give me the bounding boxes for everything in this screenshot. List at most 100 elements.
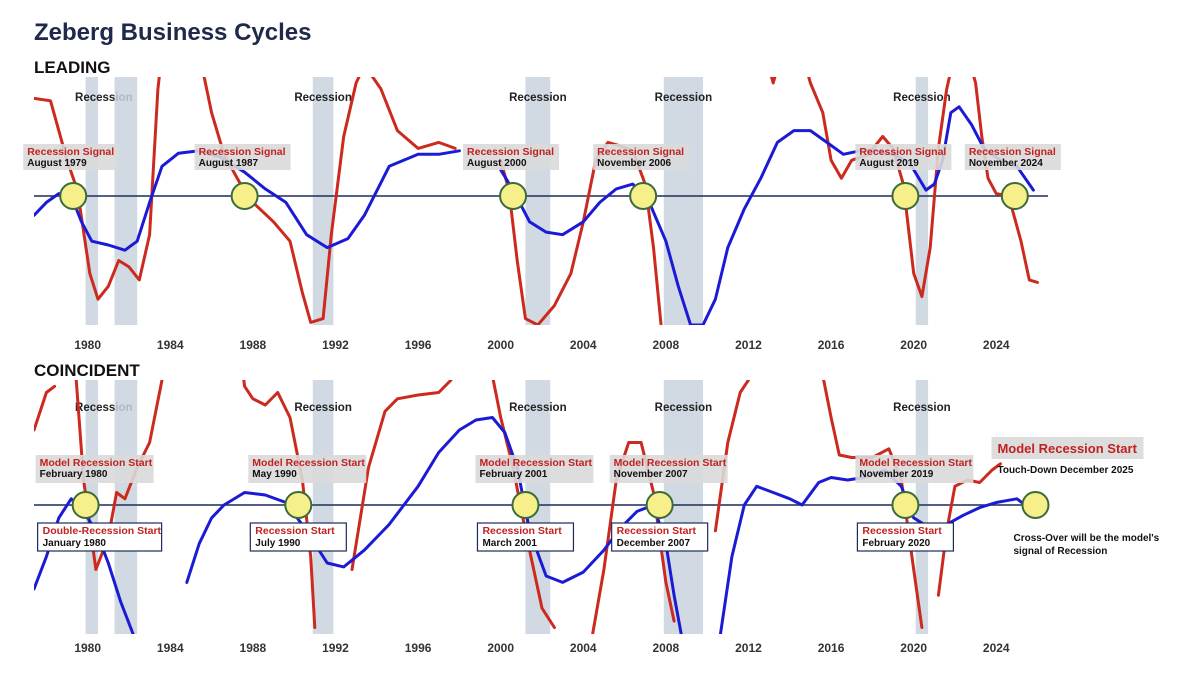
x-tick-label: 2024 [983, 641, 1010, 655]
signal-label-box [593, 144, 690, 170]
recession-label: Recession [655, 92, 713, 104]
model-start-date: November 2007 [614, 469, 688, 480]
model-start-box [609, 455, 728, 483]
coincident-blue-line [718, 468, 1027, 634]
signal-date: August 2019 [859, 158, 919, 169]
x-tick-label: 2000 [487, 338, 514, 352]
recession-band [114, 77, 138, 325]
recession-start-box [856, 522, 954, 552]
x-tick-label: 1980 [74, 338, 101, 352]
x-tick-label: 1988 [240, 641, 267, 655]
coincident-red-line [713, 380, 751, 533]
model-start-title: Model Recession Start [252, 457, 365, 469]
model-start-box [248, 455, 367, 483]
recession-start-title: Double-Recession Start [43, 525, 162, 537]
x-tick-label: 2020 [900, 641, 927, 655]
x-tick-label: 2012 [735, 338, 762, 352]
model-start-box [991, 437, 1144, 459]
leading-blue-line [499, 105, 1035, 325]
signal-marker [1000, 182, 1029, 210]
signal-marker [511, 491, 540, 519]
recession-band [915, 380, 929, 634]
x-tick-label: 1992 [322, 641, 349, 655]
crossover-note: Cross-Over will be the model's [1013, 533, 1159, 544]
leading-red-line [34, 77, 161, 301]
signal-title: Recession Signal [199, 146, 286, 158]
signal-date: November 2006 [597, 158, 671, 169]
x-tick-label: 2008 [653, 641, 680, 655]
signal-date: November 2024 [969, 158, 1043, 169]
recession-band [114, 380, 138, 634]
recession-label: Recession [509, 402, 567, 414]
x-tick-label: 2012 [735, 641, 762, 655]
model-start-title: Model Recession Start [479, 457, 592, 469]
model-start-box [35, 455, 154, 483]
signal-marker [891, 491, 920, 519]
model-start-title: Model Recession Start [859, 457, 972, 469]
signal-marker [230, 182, 259, 210]
x-tick-label: 2016 [818, 641, 845, 655]
coincident-red-line [242, 380, 317, 629]
signal-title: Recession Signal [597, 146, 684, 158]
recession-label: Recession [294, 92, 352, 104]
x-tick-label: 2004 [570, 338, 597, 352]
recession-label: Recession [294, 402, 352, 414]
recession-band [663, 77, 704, 325]
leading-red-line [972, 77, 1039, 284]
recession-band [312, 380, 334, 634]
model-start-box [855, 455, 974, 483]
recession-start-box [37, 522, 163, 552]
recession-label: Recession [893, 92, 951, 104]
leading-red-line [769, 77, 777, 85]
signal-marker [71, 491, 100, 519]
recession-start-box [611, 522, 709, 552]
signal-marker [891, 182, 920, 210]
signal-label-box [23, 144, 120, 170]
recession-label: Recession [655, 402, 713, 414]
recession-start-box [249, 522, 347, 552]
model-start-title: Model Recession Start [614, 457, 727, 469]
recession-label: Recession [509, 92, 567, 104]
x-tick-label: 2004 [570, 641, 597, 655]
x-tick-label: 1984 [157, 338, 184, 352]
x-tick-label: 2020 [900, 338, 927, 352]
recession-start-title: Recession Start [255, 525, 335, 537]
signal-title: Recession Signal [859, 146, 946, 158]
signal-marker [645, 491, 674, 519]
coincident-red-line [350, 380, 453, 571]
x-tick-label: 1992 [322, 338, 349, 352]
leading-panel: LEADING Recession Recession Recession Reces… [23, 58, 1061, 352]
leading-red-line [499, 140, 663, 325]
coincident-panel-label: COINCIDENT [34, 361, 140, 380]
signal-label-box [964, 144, 1061, 170]
x-tick-label: 1988 [240, 338, 267, 352]
x-tick-label: 1996 [405, 641, 432, 655]
x-tick-label: 1980 [74, 641, 101, 655]
recession-start-title: Recession Start [482, 525, 562, 537]
x-tick-label: 2024 [983, 338, 1010, 352]
model-start-box [475, 455, 594, 483]
signal-date: August 2000 [467, 158, 527, 169]
coincident-panel: COINCIDENT Recession Recession Recession Re… [34, 361, 1160, 655]
model-start-date: November 2019 [859, 469, 933, 480]
coincident-red-line [591, 441, 676, 634]
x-tick-label: 2016 [818, 338, 845, 352]
signal-marker [284, 491, 313, 519]
signal-date: August 1987 [199, 158, 259, 169]
signal-date: August 1979 [27, 158, 87, 169]
recession-start-date: March 2001 [482, 538, 537, 549]
x-tick-label: 1996 [405, 338, 432, 352]
recession-start-date: December 2007 [617, 538, 691, 549]
signal-title: Recession Signal [27, 146, 114, 158]
coincident-red-line [34, 384, 57, 432]
page-title: Zeberg Business Cycles [34, 19, 312, 46]
recession-start-box [476, 522, 575, 552]
model-start-date: February 1980 [40, 469, 108, 480]
recession-band [915, 77, 929, 325]
signal-marker [499, 182, 528, 210]
signal-marker [629, 182, 658, 210]
recession-start-date: January 1980 [43, 538, 107, 549]
recession-band [85, 77, 99, 325]
signal-label-box [463, 144, 560, 170]
